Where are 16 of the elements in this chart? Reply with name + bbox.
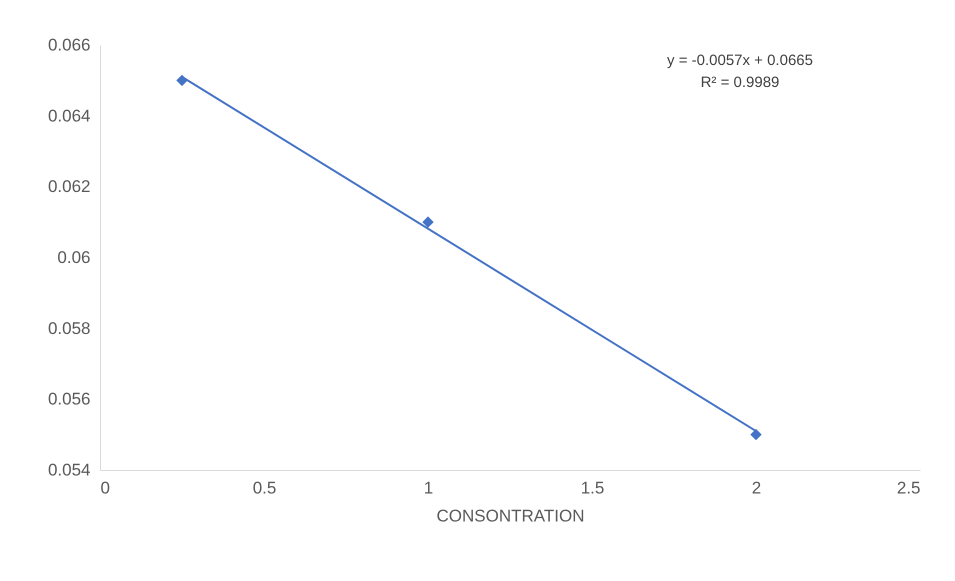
y-tick-label: 0.066 [48, 36, 90, 54]
y-tick-label: 0.064 [48, 106, 90, 126]
y-tick-label: 0.06 [57, 248, 90, 267]
y-tick-label: 0.062 [48, 177, 90, 196]
y-tick-label: 0.058 [48, 318, 90, 338]
x-tick-label: 1 [424, 478, 434, 498]
x-axis-title: CONSONTRATION [436, 506, 584, 526]
x-tick-label: 0 [100, 478, 110, 498]
x-tick-label: 1.5 [580, 478, 604, 498]
y-tick-label: 0.054 [48, 460, 90, 480]
x-tick-label: 2 [752, 478, 762, 498]
x-tick-label: 2.5 [896, 478, 920, 498]
x-tick-label: 0.5 [252, 478, 276, 498]
y-tick-label: 0.056 [48, 390, 90, 409]
annotation: R² = 0.9989 [700, 74, 780, 91]
annotation: y = -0.0057x + 0.0665 [667, 52, 813, 69]
